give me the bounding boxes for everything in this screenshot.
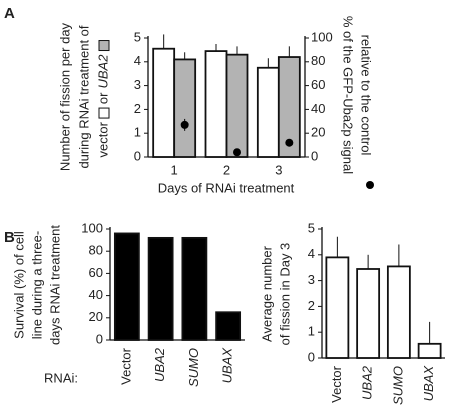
y2-axis-label: % of the GFP-Uba2p signal xyxy=(341,16,356,174)
bar xyxy=(386,265,411,359)
x-tick-label: 1 xyxy=(171,162,178,177)
bar xyxy=(204,50,228,158)
y-tick-label: 1 xyxy=(308,324,315,339)
y-tick-label: 0 xyxy=(96,331,103,346)
x-tick-label: UBA2 xyxy=(152,347,167,382)
bar xyxy=(152,47,176,158)
y2-tick-label: 40 xyxy=(311,101,325,116)
y-axis-label: Average number xyxy=(259,245,274,342)
point xyxy=(180,120,189,129)
legend-label: vector xyxy=(95,121,110,157)
y-tick-label: 0 xyxy=(308,349,315,364)
legend-swatch xyxy=(98,40,110,52)
bar xyxy=(113,232,140,341)
bar xyxy=(256,66,280,158)
y-tick-label: 5 xyxy=(134,29,141,44)
y-tick-label: 0 xyxy=(134,148,141,163)
legend-marker xyxy=(366,181,374,189)
y-axis-label: line during a three- xyxy=(29,231,44,339)
y-tick-label: 20 xyxy=(89,309,103,324)
x-tick-label: 2 xyxy=(223,162,230,177)
y-tick-label: 5 xyxy=(308,220,315,235)
y-tick-label: 80 xyxy=(89,243,103,258)
y-tick-label: 40 xyxy=(89,287,103,302)
x-tick-label: SUMO xyxy=(186,348,201,387)
y-tick-label: 2 xyxy=(308,298,315,313)
y-tick-label: 2 xyxy=(134,101,141,116)
y-axis-label: days RNAi treatment xyxy=(47,225,62,345)
x-axis-label: Days of RNAi treatment xyxy=(158,180,295,195)
bar xyxy=(147,236,174,341)
point xyxy=(285,138,294,147)
category-title: RNAi: xyxy=(44,370,78,385)
x-tick-label: UBAX xyxy=(421,365,436,402)
panel-label: B xyxy=(4,229,15,246)
legend: vector or UBA2 xyxy=(95,40,110,157)
legend-label: UBA2 xyxy=(95,54,110,89)
y2-tick-label: 60 xyxy=(311,77,325,92)
x-tick-label: SUMO xyxy=(390,366,405,405)
x-tick-label: UBA2 xyxy=(360,365,375,400)
y-axis-label: of fission in Day 3 xyxy=(277,243,292,346)
bar xyxy=(417,342,442,359)
y-axis-label: Number of fission per day xyxy=(57,22,72,171)
bar xyxy=(181,236,208,341)
y-tick-label: 3 xyxy=(308,272,315,287)
x-tick-label: UBAX xyxy=(220,347,235,384)
bar xyxy=(356,268,381,359)
y-tick-label: 4 xyxy=(308,246,315,261)
panel-label: A xyxy=(4,5,15,22)
y-tick-label: 60 xyxy=(89,265,103,280)
bar xyxy=(277,56,301,158)
x-tick-label: 3 xyxy=(275,162,282,177)
y2-axis-label: relative to the control xyxy=(359,35,374,156)
y-tick-label: 100 xyxy=(81,220,103,235)
y2-tick-label: 80 xyxy=(311,53,325,68)
bar xyxy=(215,311,242,341)
bar xyxy=(173,58,197,158)
bar xyxy=(225,53,249,158)
y-tick-label: 4 xyxy=(134,53,141,68)
legend-label: or xyxy=(95,92,110,104)
point xyxy=(233,148,241,157)
bar xyxy=(325,256,350,359)
x-tick-label: Vector xyxy=(118,347,133,385)
x-tick-label: Vector xyxy=(329,365,344,403)
y-tick-label: 1 xyxy=(134,125,141,140)
y-tick-label: 3 xyxy=(134,77,141,92)
y-axis-label: during RNAi treatment of xyxy=(76,25,91,168)
y-axis-label: Survival (%) of cell xyxy=(11,231,26,339)
legend-swatch xyxy=(98,107,110,119)
y2-tick-label: 0 xyxy=(311,148,318,163)
y2-tick-label: 100 xyxy=(311,29,333,44)
y2-tick-label: 20 xyxy=(311,125,325,140)
